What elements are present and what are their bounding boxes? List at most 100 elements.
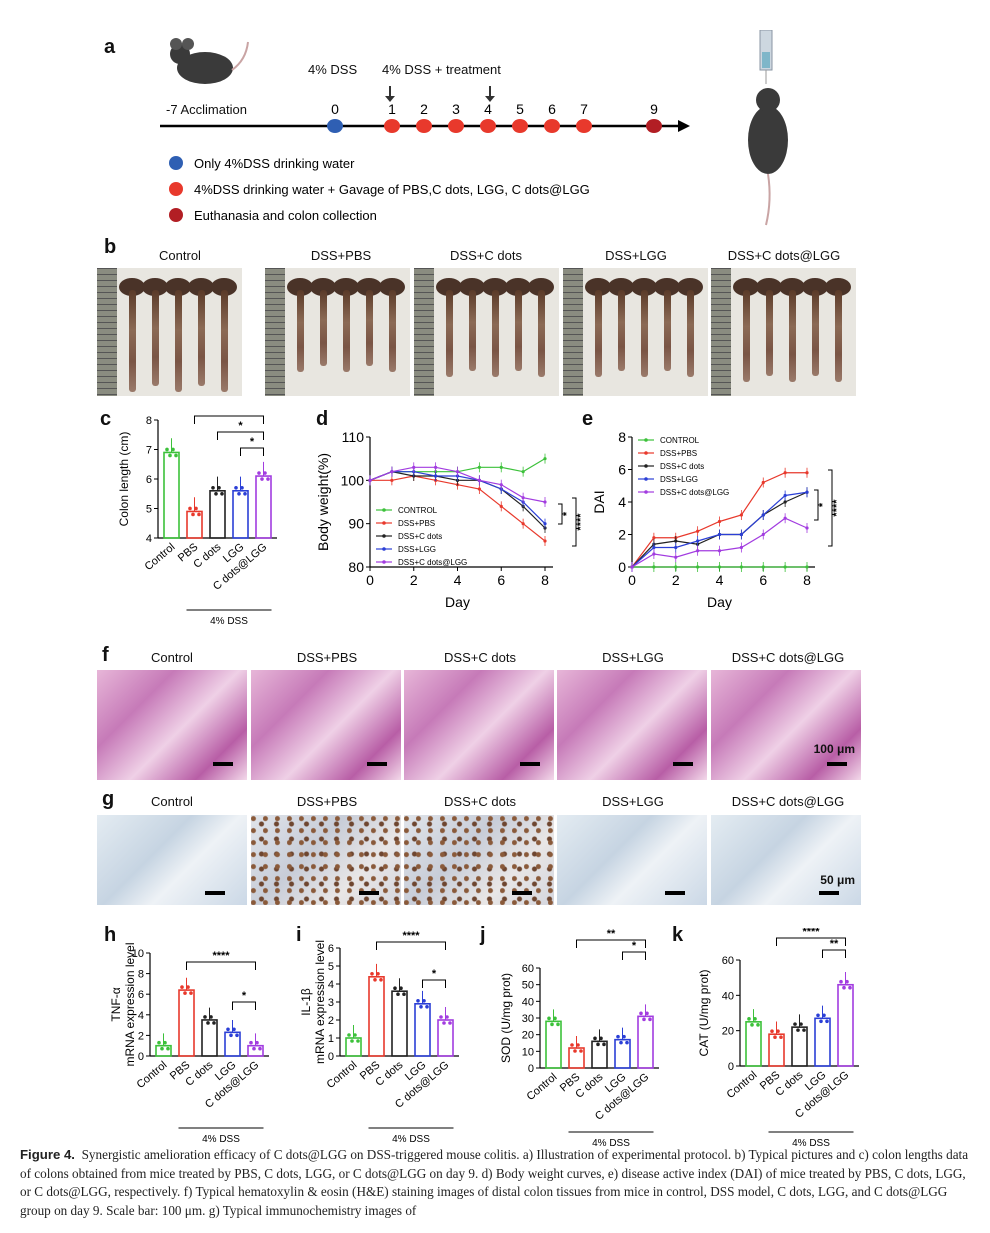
y-tick-label: 0	[728, 1061, 734, 1073]
cecum	[211, 278, 237, 296]
bar-LGG	[814, 1017, 831, 1067]
data-point	[263, 471, 267, 475]
scale-bar	[213, 762, 233, 766]
data-point	[543, 457, 547, 461]
data-point	[550, 1022, 554, 1027]
cecum	[459, 278, 485, 296]
y-tick-label: 5	[146, 504, 152, 516]
histology-group-label: DSS+C dots	[444, 794, 516, 809]
scale-bar	[512, 891, 532, 895]
data-point	[848, 985, 852, 990]
y-tick-label: 30	[522, 1013, 534, 1025]
scale-bar	[205, 891, 225, 895]
significance-label: ****	[212, 950, 230, 962]
significance-bracket	[194, 415, 264, 424]
histology-image-0	[97, 670, 247, 780]
legend-marker	[644, 477, 648, 481]
y-tick-label: 50	[522, 980, 534, 992]
timeline-dot-day-9	[646, 119, 662, 133]
data-point	[416, 999, 420, 1003]
colon-segment	[766, 290, 773, 376]
data-point	[477, 487, 481, 491]
colon-segment	[366, 290, 373, 366]
y-tick-label: 40	[722, 990, 734, 1002]
significance-bracket	[240, 447, 264, 456]
data-point	[783, 500, 787, 504]
colon-photo-0	[97, 268, 242, 396]
histology-image-1	[251, 670, 401, 780]
data-point	[674, 555, 678, 559]
y-tick-label: 20	[522, 1030, 534, 1042]
data-point	[648, 1017, 652, 1022]
data-point	[599, 1036, 603, 1041]
bar-C dots@LGG	[837, 983, 854, 1067]
timeline-day-label: 9	[650, 101, 658, 117]
y-tick-label: 4	[138, 1010, 144, 1022]
colon-photo-4	[711, 268, 856, 396]
histology-image-4: 100 μm	[711, 670, 861, 780]
bar-LGG	[224, 1031, 241, 1057]
data-point	[249, 1040, 253, 1045]
data-point	[186, 985, 190, 989]
histology-group-label: Control	[151, 794, 193, 809]
colon-group-label: DSS+PBS	[310, 248, 372, 263]
data-point	[402, 992, 406, 996]
timeline-day-label: 5	[516, 101, 524, 117]
y-tick-label: 4	[618, 494, 626, 510]
data-point	[543, 522, 547, 526]
histology-image-0	[97, 815, 247, 905]
panel-label-k: k	[672, 924, 684, 946]
y-tick-label: 0	[528, 1063, 534, 1075]
timeline-dot-day-2	[416, 119, 432, 133]
data-point	[194, 506, 198, 511]
cecum	[310, 278, 336, 296]
data-point	[625, 1040, 629, 1045]
data-point	[252, 1046, 256, 1051]
significance-label: **	[830, 938, 839, 950]
data-point	[422, 999, 426, 1003]
y-tick-label: 2	[328, 1015, 334, 1027]
x-tick-label: C dots	[373, 1059, 405, 1089]
scale-bar	[665, 891, 685, 895]
y-tick-label: 40	[522, 996, 534, 1008]
histology-group-label: Control	[151, 650, 193, 665]
data-point	[602, 1042, 606, 1047]
data-point	[257, 471, 261, 475]
data-point	[439, 1015, 443, 1019]
data-point	[412, 465, 416, 469]
x-tick-label: Control	[143, 541, 178, 573]
y-tick-label: 6	[328, 943, 334, 955]
y-axis-label: SOD (U/mg prot)	[499, 973, 513, 1063]
data-point	[619, 1040, 623, 1045]
colon-segment	[389, 290, 396, 372]
histology-image-1	[251, 815, 401, 905]
data-point	[645, 1011, 649, 1016]
bar-PBS	[768, 1033, 785, 1067]
histology-image-4: 50 μm	[711, 815, 861, 905]
legend-marker	[382, 560, 386, 564]
chart-dai: 0 2 4 6 8 0 2 4 6 8 Day DAI CONTROL DSS+PBS DSS+C dots…	[591, 429, 843, 610]
data-point	[368, 478, 372, 482]
data-point	[217, 486, 221, 490]
data-point	[639, 1011, 643, 1016]
cecum	[654, 278, 680, 296]
cecum	[505, 278, 531, 296]
y-tick-label: 7	[146, 445, 152, 457]
colon-segment	[175, 290, 182, 392]
y-axis-label-line: TNF-α	[109, 987, 123, 1021]
timeline-day-label: 4	[484, 101, 492, 117]
data-point	[805, 471, 809, 475]
legend-dot	[169, 182, 183, 196]
legend-marker	[644, 490, 648, 494]
timeline-day-label: 7	[580, 101, 588, 117]
colon-segment	[835, 290, 842, 382]
significance-label: *	[561, 511, 573, 516]
y-tick-label: 110	[342, 429, 365, 445]
data-point	[237, 492, 241, 496]
caption-label: Figure 4.	[20, 1147, 75, 1162]
cecum	[528, 278, 554, 296]
data-point	[214, 492, 218, 496]
data-point	[543, 539, 547, 543]
colon-group-label: DSS+LGG	[605, 248, 667, 263]
